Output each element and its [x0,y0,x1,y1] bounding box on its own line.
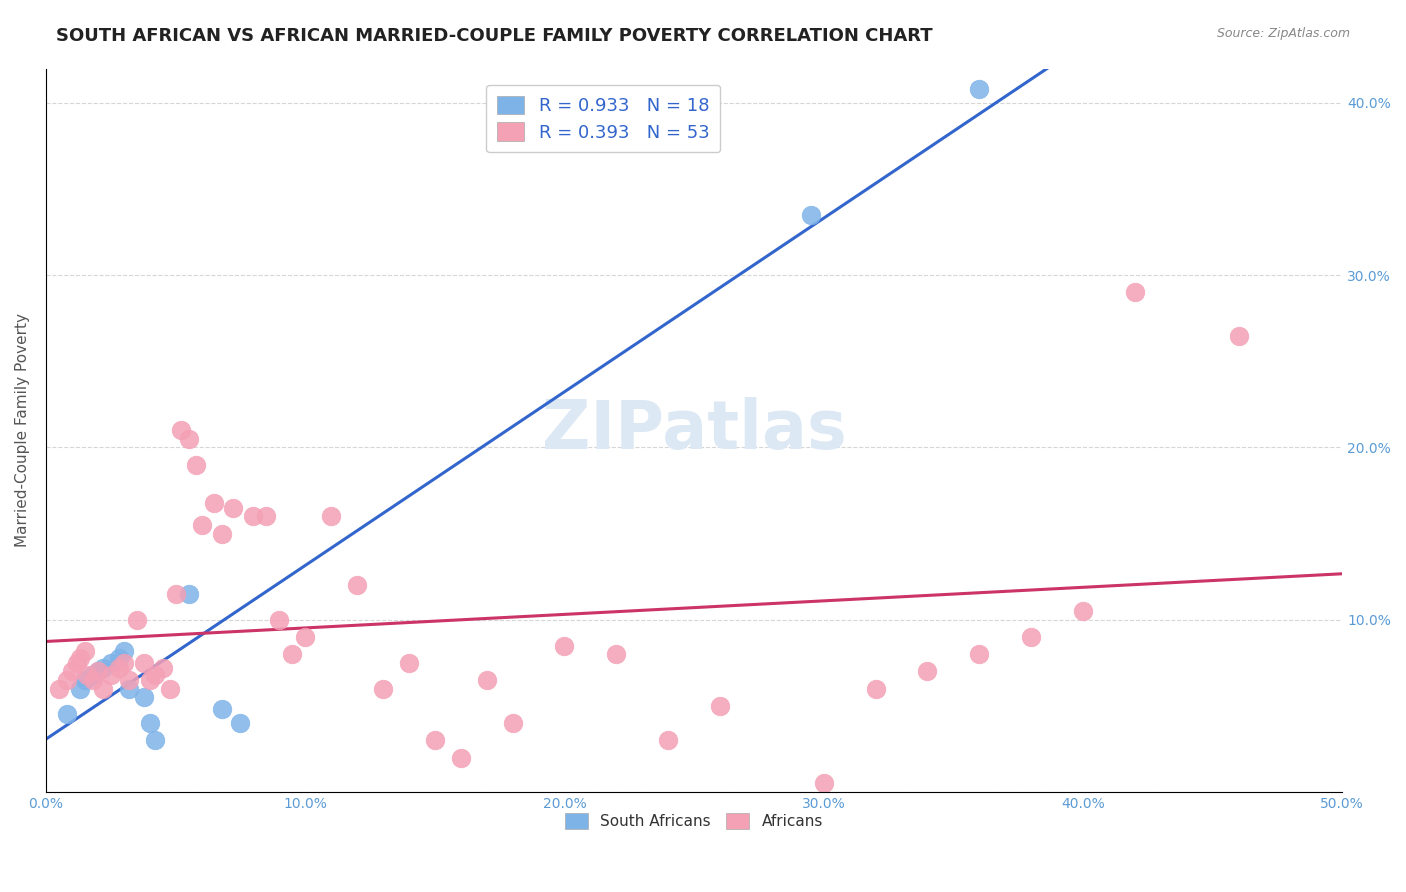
Point [55,707,77,722]
Point [294,630,316,644]
Point [346,578,368,592]
Point [502,716,524,731]
Y-axis label: Married-Couple Family Poverty: Married-Couple Family Poverty [15,313,30,547]
Point [657,733,679,747]
Point [125,613,148,627]
Point [229,716,252,731]
Point [242,509,264,524]
Point [1227,328,1250,343]
Point [865,681,887,696]
Point [118,681,141,696]
Point [82,668,104,682]
Point [398,656,420,670]
Point [66,656,89,670]
Point [1123,285,1146,300]
Point [211,526,233,541]
Point [917,665,939,679]
Point [186,458,208,472]
Point [118,673,141,687]
Point [152,661,174,675]
Point [91,681,114,696]
Point [73,644,96,658]
Point [1019,630,1042,644]
Point [112,656,135,670]
Point [134,656,156,670]
Point [969,647,991,661]
Point [177,587,200,601]
Point [87,665,110,679]
Point [321,509,343,524]
Point [134,690,156,705]
Point [371,681,394,696]
Point [204,495,226,509]
Point [475,673,498,687]
Point [423,733,446,747]
Point [107,650,129,665]
Point [87,665,110,679]
Point [143,733,166,747]
Point [73,673,96,687]
Point [177,432,200,446]
Point [709,698,731,713]
Point [190,518,212,533]
Point [165,587,187,601]
Point [800,208,823,222]
Point [107,661,129,675]
Point [82,673,104,687]
Point [60,665,83,679]
Legend: South Africans, Africans: South Africans, Africans [560,806,830,835]
Point [138,716,160,731]
Text: SOUTH AFRICAN VS AFRICAN MARRIED-COUPLE FAMILY POVERTY CORRELATION CHART: SOUTH AFRICAN VS AFRICAN MARRIED-COUPLE … [56,27,932,45]
Point [69,650,91,665]
Point [450,750,472,764]
Point [91,661,114,675]
Point [100,668,122,682]
Point [55,673,77,687]
Point [605,647,627,661]
Point [813,776,835,790]
Point [138,673,160,687]
Point [48,681,70,696]
Point [100,656,122,670]
Point [254,509,277,524]
Text: ZIPatlas: ZIPatlas [541,397,846,463]
Point [170,423,193,437]
Point [553,639,575,653]
Point [69,681,91,696]
Point [76,668,98,682]
Point [269,613,291,627]
Point [143,668,166,682]
Point [112,644,135,658]
Point [281,647,304,661]
Point [211,702,233,716]
Point [1071,604,1094,618]
Point [221,500,243,515]
Point [969,82,991,96]
Point [159,681,181,696]
Text: Source: ZipAtlas.com: Source: ZipAtlas.com [1216,27,1350,40]
